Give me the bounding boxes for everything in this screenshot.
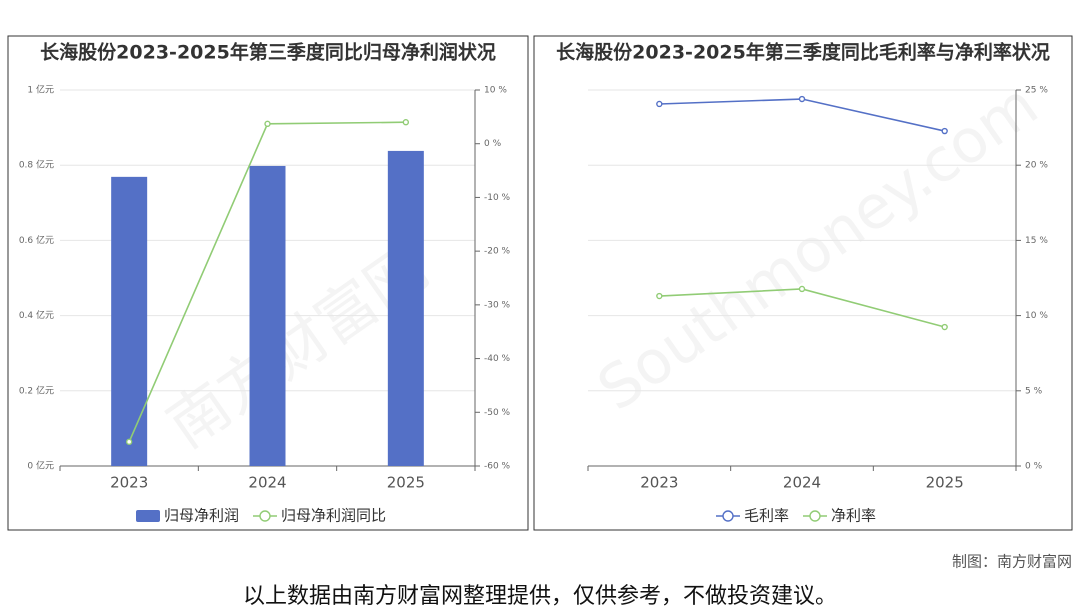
y2-tick-label: -30 % <box>484 300 511 310</box>
y-tick-label: 0.2 亿元 <box>19 384 54 396</box>
legend-label: 归母净利润同比 <box>281 507 386 525</box>
x-tick-label: 2025 <box>926 474 964 492</box>
legend-label: 毛利率 <box>744 507 789 525</box>
legend-swatch <box>259 510 271 522</box>
y-tick-label: 0.6 亿元 <box>19 234 54 246</box>
point <box>264 120 271 128</box>
y2-tick-label: 5 % <box>1025 386 1043 396</box>
x-tick-label: 2025 <box>387 474 425 492</box>
point <box>941 323 948 331</box>
point <box>798 95 806 103</box>
chart-title: 长海股份2023-2025年第三季度同比毛利率与净利率状况 <box>556 41 1050 64</box>
point <box>941 127 948 135</box>
point <box>125 438 133 446</box>
disclaimer: 以上数据由南方财富网整理提供，仅供参考，不做投资建议。 <box>243 584 837 609</box>
y2-tick-label: -50 % <box>484 408 511 418</box>
y2-tick-label: 20 % <box>1025 161 1048 171</box>
bar <box>249 165 286 466</box>
legend-swatch <box>136 510 160 522</box>
credit: 制图：南方财富网 <box>952 553 1072 571</box>
point <box>798 285 806 293</box>
x-tick-label: 2023 <box>110 474 148 492</box>
line <box>659 98 945 132</box>
y2-tick-label: 10 % <box>484 86 507 96</box>
legend-label: 净利率 <box>831 507 876 525</box>
y2-tick-label: -40 % <box>484 354 511 364</box>
y-tick-label: 0.4 亿元 <box>19 309 54 321</box>
y2-tick-label: -10 % <box>484 193 511 203</box>
y2-tick-label: -20 % <box>484 247 511 257</box>
x-tick-label: 2023 <box>640 474 678 492</box>
x-tick-label: 2024 <box>248 474 286 492</box>
legend-swatch <box>722 510 734 522</box>
y2-tick-label: 15 % <box>1025 236 1048 246</box>
panel-frame <box>7 35 529 531</box>
panel-frame <box>533 35 1073 531</box>
panel: 长海股份2023-2025年第三季度同比归母净利润状况 0 亿元 0.2 亿元 0.4… <box>7 35 529 531</box>
y2-tick-label: 25 % <box>1025 86 1048 96</box>
point <box>656 100 663 108</box>
y-tick-label: 0.8 亿元 <box>19 159 54 171</box>
legend-swatch <box>809 510 821 522</box>
chart-title: 长海股份2023-2025年第三季度同比归母净利润状况 <box>40 41 496 64</box>
point <box>656 292 663 300</box>
bar <box>111 176 148 466</box>
y2-tick-label: 0 % <box>484 139 502 149</box>
bar <box>387 150 424 467</box>
y2-tick-label: 0 % <box>1025 462 1043 472</box>
watermark: Southmoney.com <box>586 70 1051 425</box>
y2-tick-label: -60 % <box>484 462 511 472</box>
y-tick-label: 0 亿元 <box>27 460 54 472</box>
panel: 长海股份2023-2025年第三季度同比毛利率与净利率状况 0 % 5 % 10 % 1… <box>533 35 1073 531</box>
y-tick-label: 1 亿元 <box>27 84 54 96</box>
y2-tick-label: 10 % <box>1025 311 1048 321</box>
x-tick-label: 2024 <box>783 474 821 492</box>
point <box>402 119 410 126</box>
legend-label: 归母净利润 <box>164 507 239 525</box>
